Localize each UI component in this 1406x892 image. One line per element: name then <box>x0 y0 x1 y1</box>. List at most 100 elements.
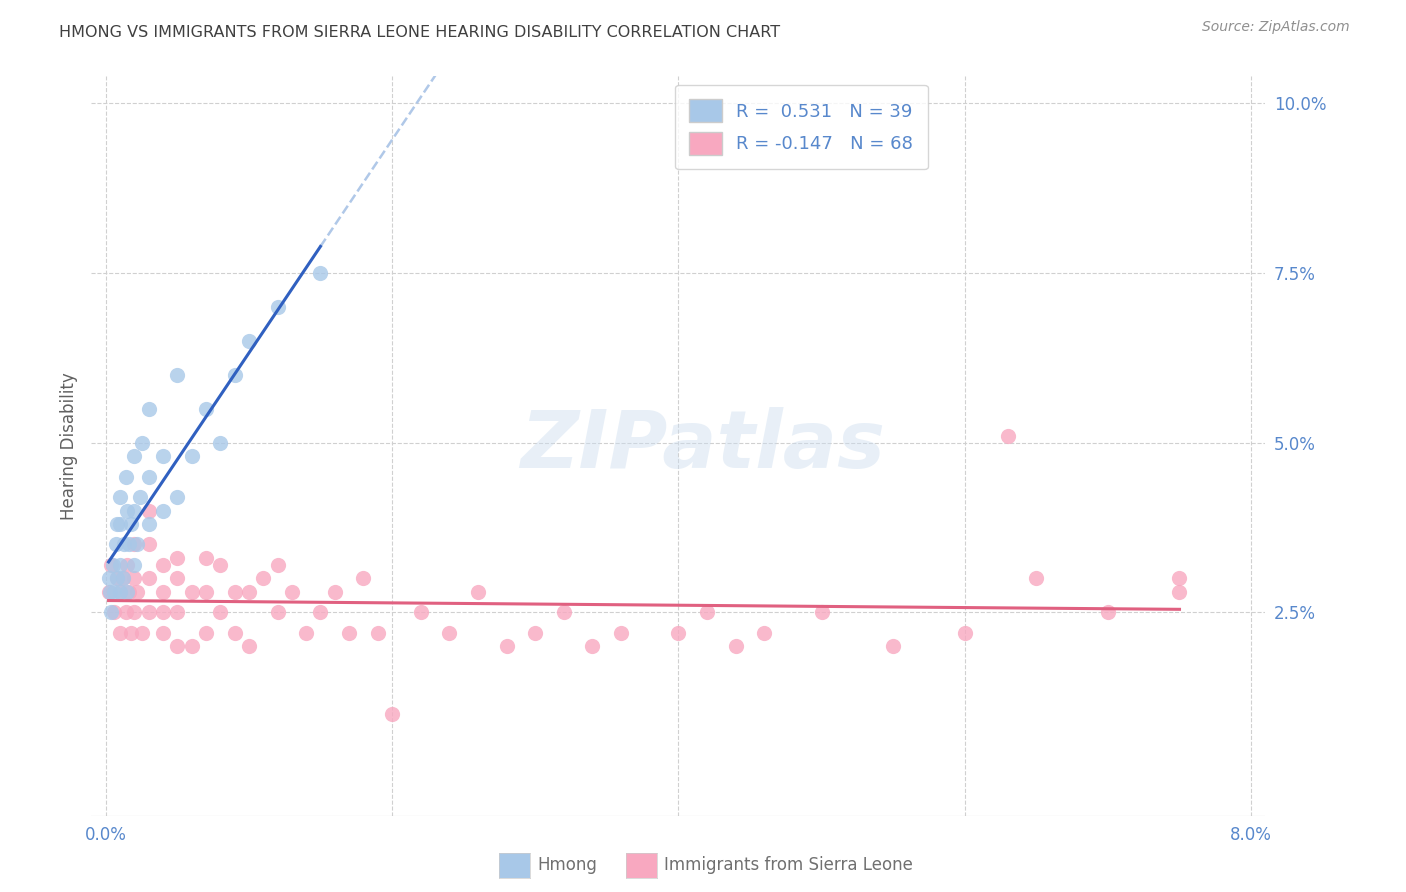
Point <box>238 334 260 348</box>
Point <box>108 585 131 599</box>
Point <box>138 401 160 416</box>
Point <box>209 606 232 620</box>
Point <box>138 606 160 620</box>
Point <box>381 707 404 722</box>
Point <box>323 585 346 599</box>
Point <box>194 401 217 416</box>
Point <box>100 606 122 620</box>
Point <box>309 606 332 620</box>
Point <box>209 558 232 572</box>
Point <box>138 503 160 517</box>
Point <box>103 585 125 599</box>
Point <box>439 625 461 640</box>
Point <box>111 571 134 585</box>
Point <box>524 625 547 640</box>
Point <box>810 606 832 620</box>
Point <box>131 435 153 450</box>
Point <box>194 551 217 566</box>
Point <box>553 606 575 620</box>
Point <box>105 571 128 585</box>
Point <box>696 606 718 620</box>
Point <box>97 585 120 599</box>
Point <box>121 517 143 532</box>
Point <box>115 585 138 599</box>
Point <box>166 368 188 382</box>
Point <box>754 625 776 640</box>
Point <box>238 585 260 599</box>
Point <box>152 449 174 463</box>
Text: Immigrants from Sierra Leone: Immigrants from Sierra Leone <box>664 856 912 874</box>
Point <box>104 537 127 551</box>
Point <box>124 571 146 585</box>
Point <box>581 640 603 654</box>
Point <box>152 585 174 599</box>
Point <box>467 585 489 599</box>
Text: HMONG VS IMMIGRANTS FROM SIERRA LEONE HEARING DISABILITY CORRELATION CHART: HMONG VS IMMIGRANTS FROM SIERRA LEONE HE… <box>59 25 780 40</box>
Point <box>100 558 122 572</box>
Point <box>117 585 139 599</box>
Point <box>115 503 138 517</box>
Point <box>138 571 160 585</box>
Point <box>180 449 202 463</box>
Y-axis label: Hearing Disability: Hearing Disability <box>59 372 77 520</box>
Point <box>180 640 202 654</box>
Point <box>124 558 146 572</box>
Point <box>953 625 976 640</box>
Point <box>124 449 146 463</box>
Point <box>138 469 160 483</box>
Point <box>127 585 149 599</box>
Point <box>108 517 131 532</box>
Point <box>124 503 146 517</box>
Point <box>224 585 246 599</box>
Point <box>138 517 160 532</box>
Point <box>266 558 288 572</box>
Point <box>1168 585 1191 599</box>
Point <box>108 625 131 640</box>
Point <box>224 368 246 382</box>
Point <box>114 606 136 620</box>
Point <box>166 490 188 504</box>
Legend: R =  0.531   N = 39, R = -0.147   N = 68: R = 0.531 N = 39, R = -0.147 N = 68 <box>675 85 928 169</box>
Point <box>194 625 217 640</box>
Point <box>367 625 389 640</box>
Point <box>108 490 131 504</box>
Point <box>295 625 318 640</box>
Text: 8.0%: 8.0% <box>1230 826 1272 844</box>
Point <box>114 469 136 483</box>
Point <box>129 490 152 504</box>
Text: Source: ZipAtlas.com: Source: ZipAtlas.com <box>1202 20 1350 34</box>
Point <box>138 537 160 551</box>
Point <box>166 606 188 620</box>
Point <box>152 503 174 517</box>
Point <box>152 625 174 640</box>
Point <box>266 606 288 620</box>
Point <box>105 517 128 532</box>
Point <box>1025 571 1047 585</box>
Point <box>209 435 232 450</box>
Point <box>352 571 374 585</box>
Point <box>281 585 304 599</box>
Point <box>124 606 146 620</box>
Point <box>166 640 188 654</box>
Point <box>266 300 288 314</box>
Point <box>108 558 131 572</box>
Text: 0.0%: 0.0% <box>84 826 127 844</box>
Point <box>238 640 260 654</box>
Point <box>252 571 274 585</box>
Point <box>882 640 904 654</box>
Point <box>152 558 174 572</box>
Point <box>1097 606 1119 620</box>
Point <box>309 266 332 280</box>
Point <box>224 625 246 640</box>
Point <box>98 585 121 599</box>
Point <box>105 571 128 585</box>
Point <box>121 625 143 640</box>
Point <box>166 571 188 585</box>
Point <box>112 537 135 551</box>
Point <box>409 606 432 620</box>
Point <box>108 585 131 599</box>
Point <box>194 585 217 599</box>
Point <box>610 625 633 640</box>
Text: ZIPatlas: ZIPatlas <box>520 407 886 485</box>
Point <box>131 625 153 640</box>
